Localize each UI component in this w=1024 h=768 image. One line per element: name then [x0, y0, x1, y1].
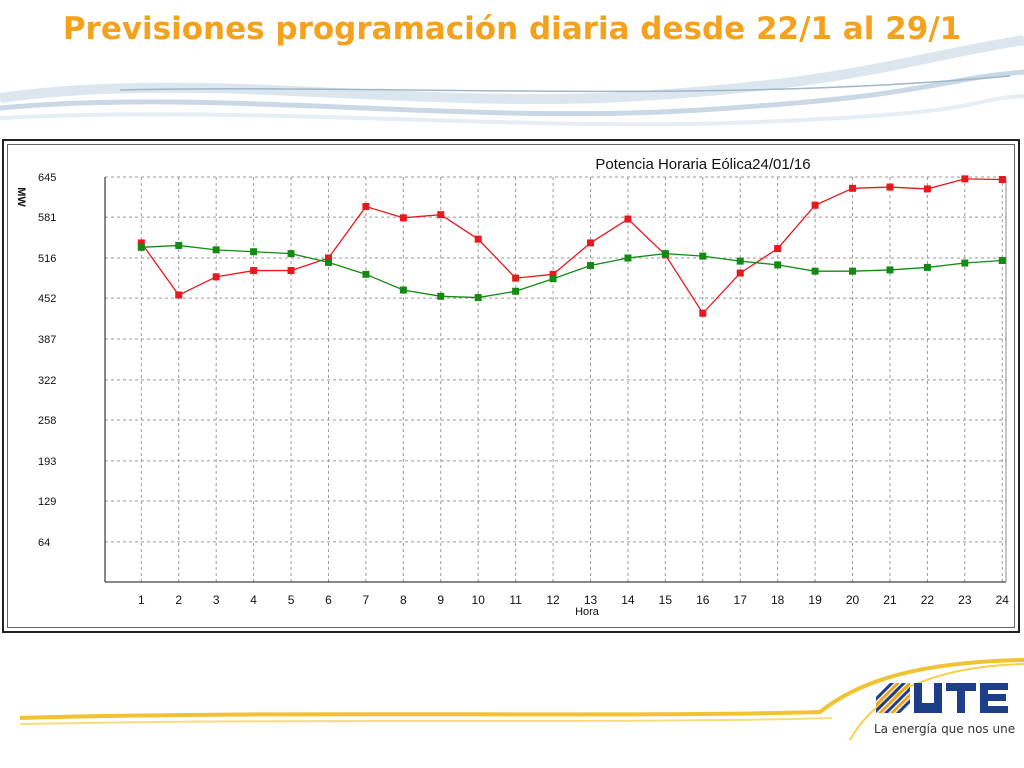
x-tick-label: 18 [771, 593, 785, 607]
title-swoosh-decoration [0, 35, 1024, 127]
series-2-point [923, 263, 931, 271]
ute-logo-wordmark [914, 683, 1008, 713]
x-tick-label: 15 [659, 593, 673, 607]
y-tick-label: 193 [38, 456, 56, 468]
series-1-point [324, 254, 332, 262]
grid-layer [105, 176, 1006, 582]
series-1-point [212, 273, 220, 281]
series-2-point [512, 287, 520, 295]
footer-swoosh-decoration [19, 658, 1024, 741]
series-2-point [961, 259, 969, 267]
series-2-point [137, 243, 145, 251]
y-tick-label: 129 [38, 496, 56, 508]
x-tick-label: 1 [138, 593, 145, 607]
x-tick-label: 14 [621, 593, 635, 607]
y-tick-label: 581 [38, 212, 56, 224]
series-2-point [998, 257, 1006, 265]
x-tick-label: 20 [846, 593, 860, 607]
series-2-point [250, 248, 258, 256]
chart-plot-panel: 64 129 193 258 322 387 452 516 581 645 1 2 3 4 5 6 7 8 9 10… [7, 144, 1015, 628]
x-tick-label: 8 [400, 593, 407, 607]
series-2-point [886, 266, 894, 274]
x-tick-label: 2 [175, 593, 182, 607]
series-2-point [362, 270, 370, 278]
x-tick-label: 16 [696, 593, 710, 607]
x-tick-label: 5 [288, 593, 295, 607]
y-tick-label: 322 [38, 375, 56, 387]
series-1-point [137, 239, 145, 247]
series-2-point [586, 262, 594, 270]
series-2-point [849, 267, 857, 275]
y-tick-label: 516 [38, 253, 56, 265]
series-1-point [586, 239, 594, 247]
series-2-point [212, 246, 220, 254]
series-2-point [324, 258, 332, 266]
x-tick-label: 21 [883, 593, 897, 607]
slide-title: Previsiones programación diaria desde 22… [62, 11, 962, 47]
logo-tagline: La energía que nos une [874, 722, 1016, 736]
series-1-point [512, 274, 520, 282]
series-2-point [624, 254, 632, 262]
series-1-point [549, 270, 557, 278]
series-1-point [961, 175, 969, 183]
y-tick-label: 258 [38, 415, 56, 427]
x-tick-label: 3 [213, 593, 220, 607]
series-1-point [175, 291, 183, 299]
series-1-point [774, 245, 782, 253]
x-tick-label: 22 [921, 593, 935, 607]
series-1-point [250, 267, 258, 275]
series-1-point [699, 309, 707, 317]
x-tick-label: 7 [363, 593, 370, 607]
series-2-point [736, 257, 744, 265]
series-1-point [474, 235, 482, 243]
series-1-point [362, 203, 370, 211]
series-1-point [923, 185, 931, 193]
y-axis-label: MW [15, 187, 27, 207]
x-tick-label: 4 [250, 593, 257, 607]
series-2-point [661, 250, 669, 258]
series-2-point [474, 294, 482, 302]
series-2-point [811, 267, 819, 275]
x-tick-label: 6 [325, 593, 332, 607]
series-1-point [811, 201, 819, 209]
x-tick-label: 9 [437, 593, 444, 607]
series-1-point [736, 269, 744, 277]
x-tick-label: 11 [509, 593, 522, 607]
series-2-point [287, 250, 295, 258]
x-tick-label: 10 [472, 593, 486, 607]
series-layer [137, 175, 1006, 317]
series-1-point [998, 176, 1006, 184]
series-1-point [399, 214, 407, 222]
series-2-point [549, 275, 557, 283]
series-2-point [774, 261, 782, 269]
x-tick-label: 23 [958, 593, 972, 607]
y-tick-label: 64 [38, 537, 50, 549]
chart-frame: 64 129 193 258 322 387 452 516 581 645 1 2 3 4 5 6 7 8 9 10… [2, 139, 1020, 633]
x-tick-label: 13 [584, 593, 598, 607]
chart-title: Potencia Horaria Eólica24/01/16 [595, 156, 810, 173]
series-line-1 [140, 178, 1003, 315]
series-line-2 [141, 244, 1003, 299]
series-1-point [849, 184, 857, 192]
ute-logo [876, 683, 1008, 713]
x-tick-label: 24 [996, 593, 1010, 607]
series-1-point [624, 215, 632, 223]
x-axis-label: Hora [575, 606, 600, 618]
ute-logo-stripes-icon [876, 683, 910, 713]
x-tick-label: 17 [734, 593, 748, 607]
y-tick-label: 452 [38, 293, 56, 305]
series-1-point [287, 267, 295, 275]
series-2-point [699, 252, 707, 260]
y-tick-label: 387 [38, 334, 56, 346]
series-2-point [175, 241, 183, 249]
series-2-point [437, 292, 445, 300]
series-1-point [886, 183, 894, 191]
x-tick-label: 19 [808, 593, 822, 607]
x-tick-label: 12 [546, 593, 560, 607]
series-2-point [399, 286, 407, 294]
series-1-point [437, 211, 445, 219]
y-tick-label: 645 [38, 172, 56, 184]
